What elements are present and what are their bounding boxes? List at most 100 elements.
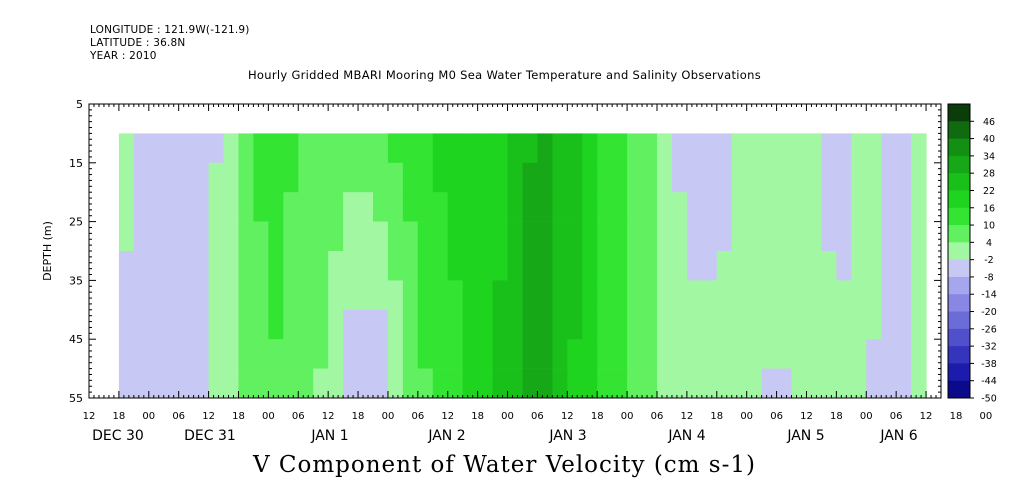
heatmap-cell: [776, 162, 793, 193]
heatmap-cell: [417, 339, 434, 369]
x-hour-label: 18: [471, 411, 484, 422]
heatmap-cell: [821, 280, 837, 311]
heatmap-cell: [537, 251, 553, 281]
x-hour-label: 00: [142, 411, 155, 422]
heatmap-cell: [358, 133, 374, 164]
heatmap-cell: [522, 280, 538, 311]
heatmap-cell: [671, 280, 688, 311]
heatmap-cell: [597, 192, 613, 222]
heatmap-cell: [118, 339, 135, 369]
heatmap-cell: [268, 192, 284, 222]
heatmap-cell: [866, 280, 882, 311]
heatmap-cell: [552, 192, 568, 222]
x-day-label: DEC 30: [92, 428, 144, 444]
heatmap-cell: [268, 280, 284, 311]
heatmap-cell: [686, 133, 703, 164]
heatmap-cell: [447, 368, 464, 399]
heatmap-cell: [223, 339, 239, 369]
heatmap-cell: [686, 221, 703, 252]
heatmap-cell: [373, 339, 389, 369]
colorbar-label: -8: [984, 272, 993, 283]
heatmap-cell: [537, 192, 553, 222]
heatmap-cell: [701, 280, 718, 311]
heatmap-cell: [866, 133, 882, 164]
heatmap-cell: [492, 221, 509, 252]
heatmap-cell: [731, 192, 748, 222]
heatmap-cell: [627, 133, 643, 164]
heatmap-cell: [642, 221, 658, 252]
heatmap-cell: [402, 192, 419, 222]
heatmap-cell: [223, 251, 239, 281]
heatmap-cell: [358, 192, 374, 222]
heatmap-cell: [582, 339, 598, 369]
heatmap-cell: [657, 309, 673, 340]
heatmap-cell: [387, 162, 404, 193]
heatmap-cell: [238, 162, 254, 193]
heatmap-cell: [133, 368, 150, 399]
heatmap-cell: [806, 162, 822, 193]
heatmap-cell: [462, 368, 479, 399]
heatmap-cell: [746, 339, 763, 369]
heatmap-cell: [208, 162, 225, 193]
x-hour-label: 06: [651, 411, 664, 422]
heatmap-cell: [477, 192, 494, 222]
colorbar-swatch: [948, 121, 970, 139]
y-tick-label: 45: [69, 333, 83, 346]
heatmap-cell: [402, 133, 419, 164]
heatmap-cell: [417, 162, 434, 193]
x-hour-label: 18: [950, 411, 963, 422]
heatmap-cell: [537, 339, 553, 369]
heatmap-cell: [627, 309, 643, 340]
heatmap-cell: [447, 280, 464, 311]
heatmap-cell: [791, 309, 807, 340]
heatmap-cell: [193, 368, 210, 399]
heatmap-cell: [866, 192, 882, 222]
heatmap-cell: [866, 368, 882, 399]
heatmap-cell: [462, 339, 479, 369]
heatmap-cell: [552, 309, 568, 340]
heatmap-cell: [118, 162, 135, 193]
heatmap-cell: [776, 309, 793, 340]
heatmap-cell: [821, 309, 837, 340]
heatmap-cell: [657, 339, 673, 369]
heatmap-cell: [208, 309, 225, 340]
heatmap-cell: [552, 221, 568, 252]
heatmap-cell: [238, 280, 254, 311]
heatmap-cell: [642, 162, 658, 193]
heatmap-cell: [373, 368, 389, 399]
x-day-label: JAN 6: [879, 428, 917, 444]
heatmap-cell: [178, 133, 195, 164]
colorbar-swatch: [948, 311, 970, 330]
heatmap-cell: [552, 162, 568, 193]
heatmap-cell: [253, 192, 269, 222]
heatmap-cell: [881, 309, 897, 340]
heatmap-cell: [701, 309, 718, 340]
heatmap-cell: [432, 221, 449, 252]
heatmap-cell: [851, 251, 867, 281]
x-hour-label: 06: [292, 411, 305, 422]
y-tick-label: 35: [69, 274, 83, 287]
heatmap-cell: [238, 251, 254, 281]
heatmap-cell: [612, 280, 628, 311]
heatmap-cell: [671, 251, 688, 281]
heatmap-cell: [836, 251, 852, 281]
heatmap-cell: [657, 280, 673, 311]
heatmap-cell: [402, 162, 419, 193]
heatmap-cell: [178, 280, 195, 311]
heatmap-cell: [193, 133, 210, 164]
heatmap-cell: [432, 162, 449, 193]
heatmap-cell: [567, 339, 583, 369]
heatmap-cell: [492, 309, 509, 340]
colorbar-label: -2: [984, 255, 993, 266]
heatmap-cell: [716, 309, 733, 340]
heatmap-cell: [671, 162, 688, 193]
colorbar-swatch: [948, 207, 970, 226]
heatmap-cell: [387, 133, 404, 164]
heatmap-cell: [552, 133, 568, 164]
heatmap-cell: [492, 251, 509, 281]
heatmap-cell: [477, 251, 494, 281]
heatmap-cell: [642, 339, 658, 369]
heatmap-cell: [223, 192, 239, 222]
heatmap-cell: [522, 251, 538, 281]
x-hour-label: 18: [830, 411, 843, 422]
